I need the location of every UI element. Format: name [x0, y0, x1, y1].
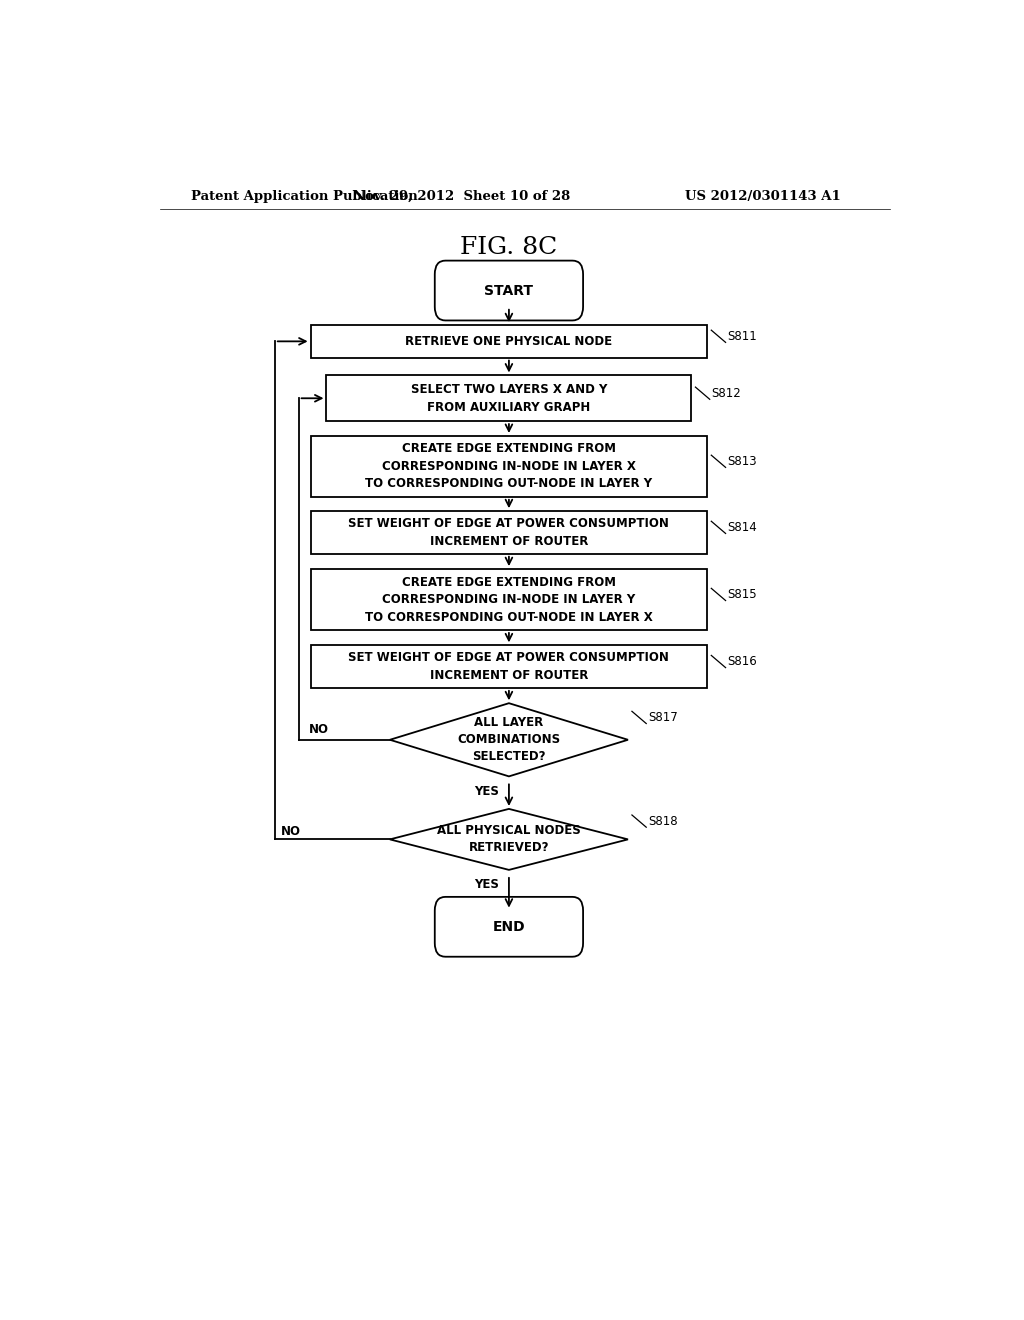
Text: START: START: [484, 284, 534, 297]
Text: S818: S818: [648, 814, 678, 828]
Text: SELECT TWO LAYERS X AND Y
FROM AUXILIARY GRAPH: SELECT TWO LAYERS X AND Y FROM AUXILIARY…: [411, 383, 607, 413]
Text: RETRIEVE ONE PHYSICAL NODE: RETRIEVE ONE PHYSICAL NODE: [406, 335, 612, 348]
Text: NO: NO: [308, 723, 329, 737]
Text: S814: S814: [727, 521, 757, 533]
Text: YES: YES: [474, 785, 499, 799]
Text: CREATE EDGE EXTENDING FROM
CORRESPONDING IN-NODE IN LAYER Y
TO CORRESPONDING OUT: CREATE EDGE EXTENDING FROM CORRESPONDING…: [365, 576, 653, 623]
Bar: [310, 645, 708, 688]
Bar: [327, 375, 691, 421]
Polygon shape: [390, 704, 628, 776]
Text: S817: S817: [648, 711, 678, 723]
Text: S815: S815: [727, 587, 757, 601]
Bar: [310, 325, 708, 358]
Text: ALL PHYSICAL NODES
RETRIEVED?: ALL PHYSICAL NODES RETRIEVED?: [437, 825, 581, 854]
Text: YES: YES: [474, 878, 499, 891]
Text: FIG. 8C: FIG. 8C: [461, 236, 557, 259]
Text: NO: NO: [281, 825, 301, 838]
Bar: [310, 511, 708, 554]
FancyBboxPatch shape: [435, 260, 583, 321]
FancyBboxPatch shape: [435, 896, 583, 957]
Text: US 2012/0301143 A1: US 2012/0301143 A1: [685, 190, 841, 202]
Text: CREATE EDGE EXTENDING FROM
CORRESPONDING IN-NODE IN LAYER X
TO CORRESPONDING OUT: CREATE EDGE EXTENDING FROM CORRESPONDING…: [366, 442, 652, 490]
Text: Nov. 29, 2012  Sheet 10 of 28: Nov. 29, 2012 Sheet 10 of 28: [352, 190, 570, 202]
Bar: [310, 569, 708, 630]
Text: S812: S812: [712, 387, 741, 400]
Text: SET WEIGHT OF EDGE AT POWER CONSUMPTION
INCREMENT OF ROUTER: SET WEIGHT OF EDGE AT POWER CONSUMPTION …: [348, 517, 670, 548]
Polygon shape: [390, 809, 628, 870]
Text: Patent Application Publication: Patent Application Publication: [191, 190, 418, 202]
Bar: [310, 436, 708, 496]
Text: S816: S816: [727, 655, 757, 668]
Text: S811: S811: [727, 330, 757, 343]
Text: END: END: [493, 920, 525, 933]
Text: ALL LAYER
COMBINATIONS
SELECTED?: ALL LAYER COMBINATIONS SELECTED?: [458, 717, 560, 763]
Text: SET WEIGHT OF EDGE AT POWER CONSUMPTION
INCREMENT OF ROUTER: SET WEIGHT OF EDGE AT POWER CONSUMPTION …: [348, 651, 670, 682]
Text: S813: S813: [727, 455, 757, 467]
